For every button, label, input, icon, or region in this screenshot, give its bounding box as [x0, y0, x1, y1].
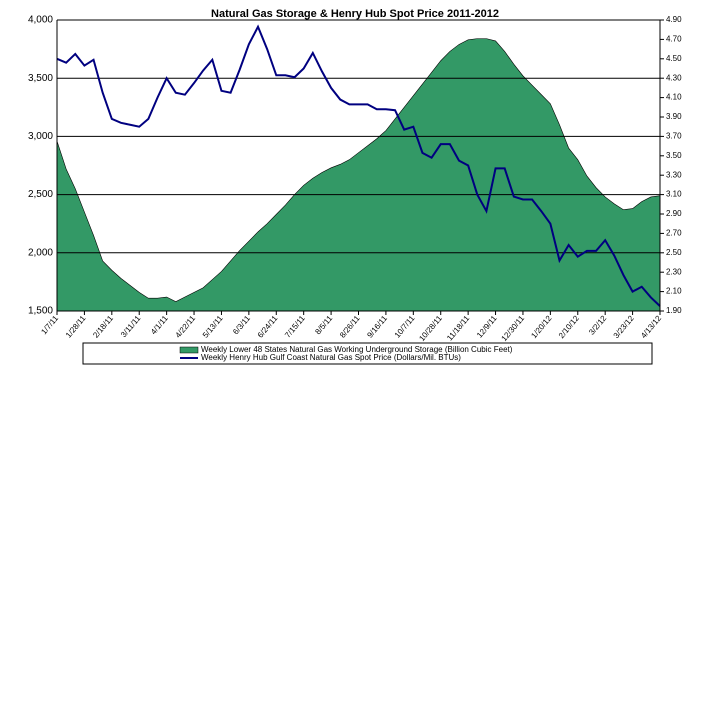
x-tick-label: 3/2/12 [587, 313, 609, 336]
y2-tick-label: 4.10 [666, 93, 682, 102]
chart-title: Natural Gas Storage & Henry Hub Spot Pri… [211, 8, 499, 20]
price-line [56, 24, 661, 307]
x-tick-label: 11/18/11 [445, 313, 472, 342]
x-tick-label: 1/20/12 [529, 313, 553, 340]
x-tick-label: 1/28/11 [64, 313, 88, 339]
y2-tick-label: 3.70 [666, 132, 682, 141]
x-tick-label: 6/24/11 [256, 313, 280, 339]
x-tick-label: 7/15/11 [283, 313, 307, 339]
y2-tick-label: 2.70 [666, 229, 682, 238]
y-tick-label: 3,000 [28, 131, 53, 142]
y2-tick-label: 4.50 [666, 54, 682, 63]
x-tick-label: 10/28/11 [417, 313, 444, 343]
x-tick-label: 12/9/11 [475, 313, 499, 339]
x-tick-label: 8/5/11 [313, 313, 334, 336]
x-tick-label: 4/1/11 [149, 313, 170, 336]
x-tick-label: 2/10/12 [557, 313, 581, 340]
y2-tick-label: 4.90 [666, 15, 682, 24]
x-tick-label: 3/23/12 [612, 313, 636, 340]
x-tick-label: 6/3/11 [231, 313, 252, 336]
x-tick-label: 10/7/11 [393, 313, 417, 339]
storage-area [56, 38, 661, 312]
y2-tick-label: 2.50 [666, 248, 682, 257]
legend-box [82, 342, 653, 365]
x-tick-label: 1/7/11 [39, 313, 60, 336]
y2-tick-label: 3.30 [666, 170, 682, 179]
x-tick-label: 2/18/11 [91, 313, 115, 339]
y2-tick-label: 3.50 [666, 151, 682, 160]
y2-tick-label: 3.90 [666, 112, 682, 121]
y2-tick-label: 1.90 [666, 306, 682, 315]
legend-label: Weekly Lower 48 States Natural Gas Worki… [201, 345, 513, 354]
x-tick-label: 5/13/11 [201, 313, 225, 339]
x-tick-label: 9/16/11 [365, 313, 389, 339]
y2-tick-label: 2.90 [666, 209, 682, 218]
y-tick-label: 2,500 [28, 189, 53, 200]
y-tick-label: 1,500 [28, 306, 53, 317]
y2-tick-label: 4.70 [666, 35, 682, 44]
legend-swatch [179, 346, 199, 354]
x-tick-label: 4/13/12 [639, 313, 663, 340]
x-tick-label: 12/30/11 [500, 313, 527, 343]
x-tick-label: 4/22/11 [174, 313, 198, 339]
y2-tick-label: 2.10 [666, 287, 682, 296]
x-tick-label: 8/26/11 [338, 313, 362, 339]
legend-label: Weekly Henry Hub Gulf Coast Natural Gas … [201, 353, 461, 362]
x-tick-label: 3/11/11 [119, 313, 143, 339]
y-tick-label: 2,000 [28, 247, 53, 258]
y2-tick-label: 2.30 [666, 267, 682, 276]
y-tick-label: 4,000 [28, 15, 53, 26]
y2-tick-label: 3.10 [666, 190, 682, 199]
y-tick-label: 3,500 [28, 73, 53, 84]
y2-tick-label: 4.30 [666, 73, 682, 82]
